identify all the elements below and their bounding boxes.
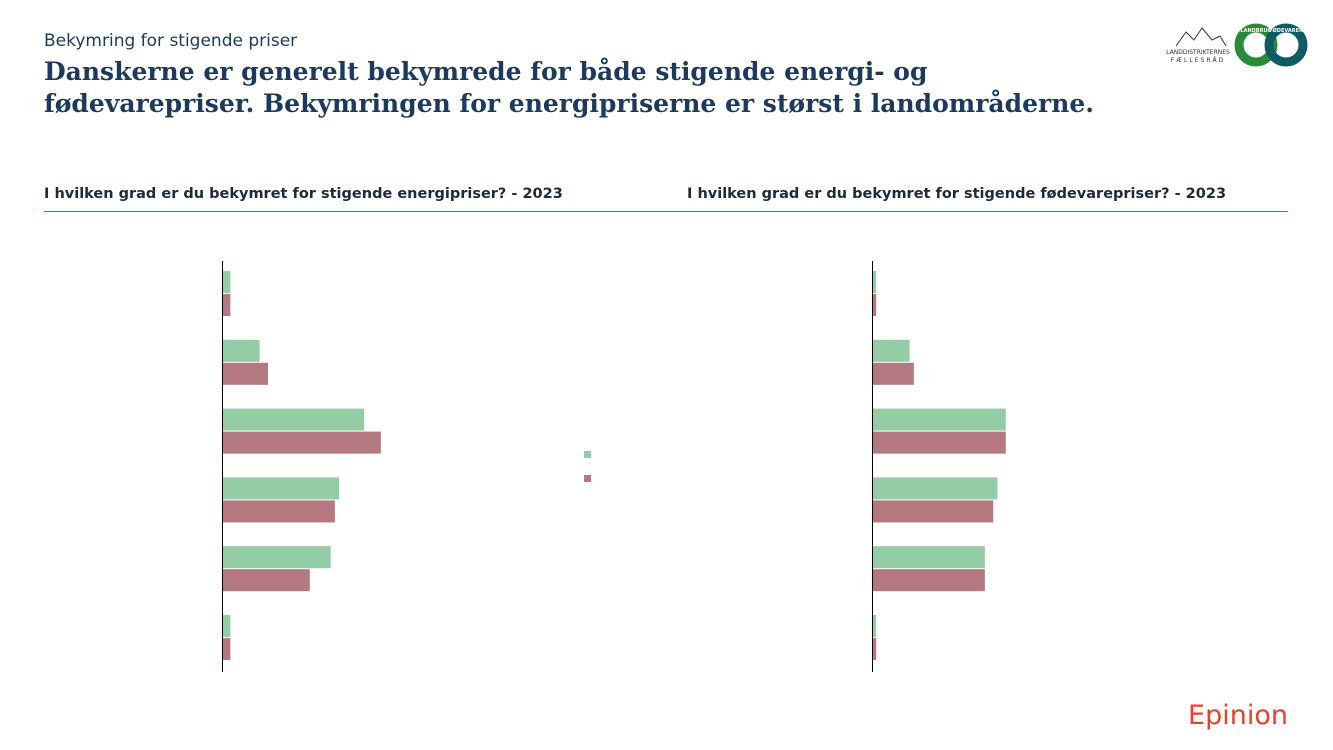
bar [872, 638, 877, 660]
logo-text: LANDDISTRIKTERNES [1166, 49, 1230, 56]
kicker: Bekymring for stigende priser [44, 31, 297, 51]
title-line: fødevarepriser. Bekymringen for energipr… [44, 89, 1094, 118]
bar [222, 615, 231, 637]
bar [222, 569, 310, 592]
legend-swatch [584, 475, 591, 482]
bar [222, 294, 231, 316]
bar [872, 477, 998, 500]
logo-text: FÆLLESRÅD [1171, 57, 1225, 64]
bar [872, 294, 877, 316]
bar [222, 362, 268, 385]
logo-left: LANDDISTRIKTERNES FÆLLESRÅD [1166, 27, 1230, 64]
chart-title: I hvilken grad er du bekymret for stigen… [44, 186, 563, 202]
bar [872, 615, 877, 637]
bar [872, 569, 985, 592]
logo-text: FØDEVARER [1269, 27, 1303, 34]
bar [872, 339, 910, 362]
bar [222, 500, 335, 523]
logo-right: LANDBRUG FØDEVARER [1234, 23, 1308, 67]
bar [222, 546, 331, 569]
bar [872, 271, 877, 293]
bar [222, 271, 231, 293]
bar [222, 339, 260, 362]
logo-text: LANDBRUG [1240, 28, 1271, 34]
bar [222, 477, 340, 500]
bar [872, 546, 985, 569]
bar [872, 500, 994, 523]
bar [872, 408, 1006, 431]
legend-swatch [584, 451, 591, 458]
bar [222, 408, 365, 431]
bar [222, 431, 381, 454]
title-line: Danskerne er generelt bekymrede for både… [44, 57, 927, 86]
chart-title: I hvilken grad er du bekymret for stigen… [687, 186, 1226, 202]
bar [222, 638, 231, 660]
brand: Epinion [1188, 700, 1288, 731]
bar [872, 362, 914, 385]
bar [872, 431, 1006, 454]
